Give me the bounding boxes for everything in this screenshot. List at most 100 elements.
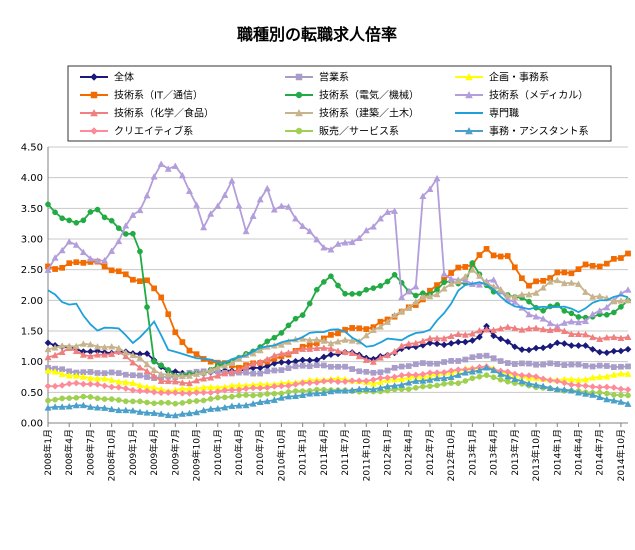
data-point [242, 385, 250, 393]
data-point [419, 293, 427, 301]
data-point [101, 214, 108, 221]
data-point [87, 369, 94, 375]
data-point [306, 227, 314, 235]
data-point [263, 184, 271, 192]
data-point [115, 237, 123, 245]
data-point [214, 404, 222, 412]
data-point [101, 396, 108, 402]
data-point [526, 298, 532, 305]
data-point [122, 398, 129, 405]
data-point [320, 389, 328, 396]
data-point [383, 318, 392, 325]
data-point [412, 298, 420, 305]
data-point [313, 335, 321, 343]
data-point [299, 222, 307, 229]
data-point [533, 278, 539, 285]
data-point [589, 333, 597, 341]
data-point [603, 311, 610, 318]
x-tick-label: 2009年1月 [127, 429, 139, 476]
data-point [391, 271, 398, 278]
data-point [270, 206, 278, 213]
data-point [327, 351, 335, 359]
data-point [574, 330, 583, 338]
data-point [143, 360, 151, 368]
data-point [65, 342, 73, 350]
data-point [596, 307, 604, 314]
data-point [44, 353, 52, 361]
data-point [405, 304, 413, 311]
data-point [349, 291, 355, 297]
data-point [299, 345, 307, 352]
x-tick-label: 2009年10月 [191, 429, 203, 481]
y-tick-label: 1.00 [21, 357, 43, 368]
data-point [65, 402, 73, 410]
data-point [249, 384, 257, 392]
data-point [164, 165, 172, 172]
x-tick-label: 2014年7月 [594, 429, 606, 476]
data-point [207, 396, 214, 402]
data-point [370, 285, 377, 291]
data-point [306, 336, 314, 344]
data-point [257, 392, 264, 398]
data-point [292, 315, 299, 322]
data-point [376, 214, 384, 222]
x-tick-label: 2011年1月 [297, 429, 309, 476]
data-point [256, 384, 264, 392]
data-point [256, 358, 264, 365]
data-point [511, 361, 518, 367]
data-point [313, 379, 321, 386]
data-point [461, 369, 469, 376]
data-point [369, 223, 377, 230]
data-point [278, 330, 285, 336]
data-point [157, 160, 165, 167]
data-point [150, 372, 158, 380]
data-point [86, 380, 94, 388]
data-point [122, 378, 130, 386]
legend-label: 事務・アシスタント系 [489, 125, 589, 138]
data-point [328, 273, 334, 280]
data-point [504, 373, 512, 380]
data-point [185, 409, 193, 417]
data-point [476, 353, 483, 359]
data-point [624, 286, 632, 293]
data-point [284, 203, 293, 210]
data-point [271, 367, 278, 374]
data-point [320, 243, 328, 251]
data-point [483, 325, 491, 333]
data-point [341, 336, 349, 343]
data-point [243, 392, 249, 398]
data-point [455, 358, 462, 364]
data-point [574, 280, 583, 287]
data-point [560, 319, 568, 326]
data-point [186, 398, 193, 405]
data-point [207, 210, 215, 217]
data-point [221, 394, 228, 401]
data-point [539, 382, 547, 390]
data-point [214, 394, 221, 401]
data-point [596, 373, 604, 380]
data-point [603, 303, 611, 311]
data-point [193, 201, 201, 208]
data-point [221, 191, 229, 198]
data-point [355, 234, 363, 242]
data-point [377, 283, 384, 289]
data-point [582, 317, 590, 325]
data-point [235, 366, 243, 374]
data-point [624, 345, 632, 353]
data-point [334, 338, 342, 345]
data-point [348, 337, 356, 344]
data-point [462, 378, 469, 384]
data-point [164, 370, 172, 378]
data-point [462, 264, 469, 270]
data-point [101, 382, 109, 390]
data-point [426, 334, 434, 342]
data-point [553, 325, 561, 333]
data-point [101, 263, 108, 270]
data-point [178, 171, 186, 179]
data-point [86, 403, 94, 410]
data-point [504, 338, 512, 346]
legend-item: 技術系（化学／食品） [80, 107, 214, 120]
data-point [86, 340, 94, 348]
data-point [221, 362, 229, 369]
data-point [553, 276, 561, 284]
